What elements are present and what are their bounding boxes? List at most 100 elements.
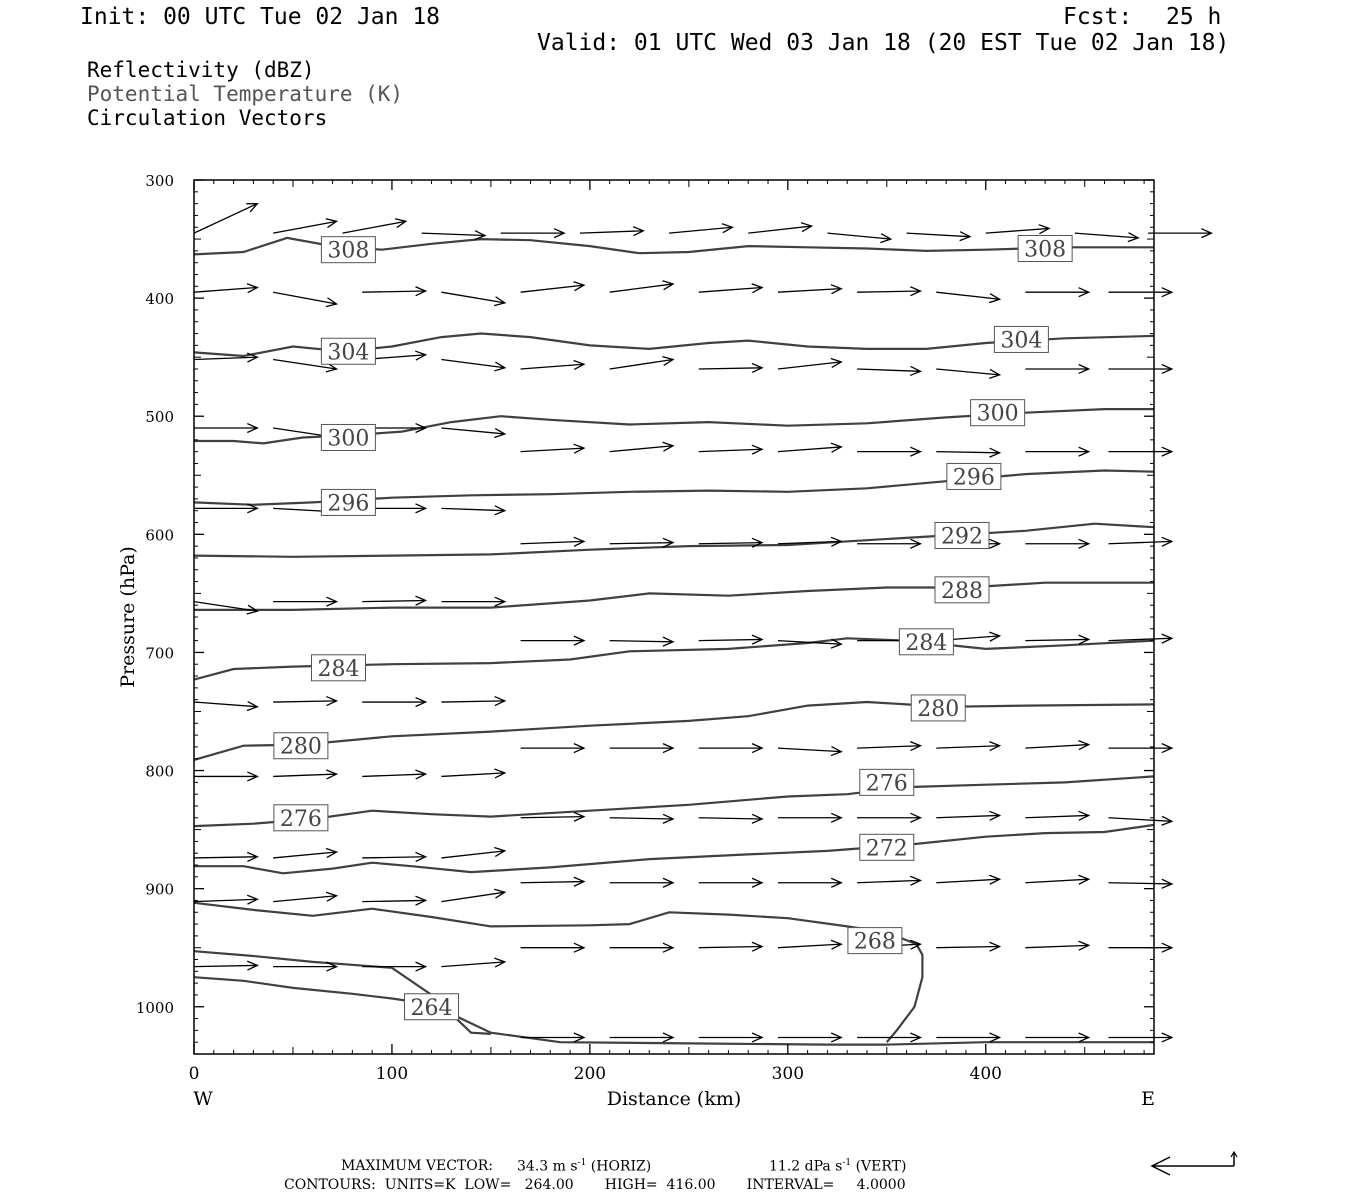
- circulation-vector: [1108, 633, 1174, 644]
- circulation-vector: [936, 741, 1002, 752]
- contour-label-268: 268: [847, 927, 903, 955]
- contour-label-264: 264: [404, 993, 460, 1021]
- circulation-vector: [857, 741, 923, 752]
- svg-text:296: 296: [953, 465, 995, 490]
- x-end-label-east: E: [1141, 1088, 1155, 1110]
- circulation-vector: [520, 536, 586, 547]
- max-vector-vertical: 11.2 dPa s-1 (VERT): [769, 1158, 907, 1175]
- circulation-vector: [441, 291, 507, 307]
- circulation-vector: [985, 224, 1051, 235]
- contour-label-304: 304: [993, 325, 1049, 353]
- circulation-vector: [1108, 942, 1174, 953]
- circulation-vector: [441, 427, 507, 439]
- contour-label-300: 300: [970, 399, 1026, 427]
- legend-reflectivity: Reflectivity (dBZ): [87, 58, 315, 82]
- max-vector-horizontal: 34.3 m s-1 (HORIZ): [517, 1158, 652, 1175]
- circulation-vector: [579, 226, 645, 237]
- circulation-vector: [857, 446, 923, 457]
- circulation-vector: [193, 851, 259, 863]
- svg-text:264: 264: [411, 996, 453, 1021]
- circulation-vector: [520, 1032, 586, 1043]
- contour-label-284: 284: [898, 628, 954, 656]
- contour-label-284: 284: [310, 654, 366, 682]
- circulation-vector: [1108, 287, 1174, 298]
- x-tick-label: 100: [376, 1064, 408, 1084]
- y-tick-label: 300: [145, 172, 174, 190]
- contour-label-288: 288: [934, 576, 990, 604]
- circulation-vector: [609, 280, 675, 293]
- circulation-vector: [777, 536, 843, 547]
- circulation-vector: [1108, 815, 1174, 826]
- circulation-vector: [906, 231, 972, 242]
- y-tick-label: 800: [145, 763, 174, 781]
- contour-label-296: 296: [320, 488, 376, 516]
- svg-text:304: 304: [1000, 328, 1042, 353]
- circulation-vector: [936, 447, 1002, 458]
- legend-potential-temperature: Potential Temperature (K): [87, 82, 404, 106]
- circulation-vector: [194, 771, 259, 782]
- plot-frame: [193, 179, 1155, 1055]
- y-tick-label: 900: [145, 881, 174, 899]
- circulation-vector: [520, 811, 586, 822]
- circulation-vector: [273, 218, 339, 234]
- circulation-vector: [193, 894, 259, 905]
- svg-text:268: 268: [854, 930, 896, 955]
- svg-text:284: 284: [317, 657, 359, 682]
- exponent-vertical: -1: [842, 1158, 852, 1168]
- contour-line-280: [194, 700, 1154, 761]
- contour-line-268: [194, 901, 924, 1043]
- circulation-vector: [441, 888, 507, 903]
- circulation-vector: [1148, 228, 1213, 239]
- init-time: Init: 00 UTC Tue 02 Jan 18: [80, 4, 441, 30]
- circulation-vector: [748, 222, 814, 234]
- contour-label-300: 300: [320, 423, 376, 451]
- circulation-vectors: [193, 202, 1213, 1043]
- svg-text:276: 276: [280, 807, 322, 832]
- circulation-vector: [936, 874, 1002, 885]
- circulation-vector: [441, 957, 507, 968]
- circulation-vector: [1025, 287, 1091, 298]
- circulation-vector: [1025, 810, 1091, 821]
- contour-line-260: [194, 950, 491, 1035]
- contour-labels: 308 308 304 304 300 300 296 296 292 288 284 284 280 2…: [273, 235, 1073, 1021]
- y-tick-label: 500: [145, 408, 174, 426]
- circulation-vector: [857, 365, 923, 377]
- legend-circulation-vectors: Circulation Vectors: [87, 106, 328, 130]
- circulation-vector: [1074, 232, 1140, 243]
- circulation-vector: [193, 601, 259, 615]
- circulation-vector: [827, 232, 893, 244]
- valid-time: Valid: 01 UTC Wed 03 Jan 18 (20 EST Tue …: [537, 30, 1230, 56]
- contour-line-276: [194, 775, 1154, 828]
- circulation-vector: [609, 636, 675, 647]
- circulation-vector: [857, 1032, 923, 1043]
- circulation-vector: [362, 696, 428, 708]
- x-axis-label: Distance (km): [607, 1088, 742, 1110]
- circulation-vector: [857, 286, 923, 297]
- contour-line-284: [194, 637, 1154, 681]
- x-tick-label: 200: [574, 1064, 606, 1084]
- x-tick-label: 300: [772, 1064, 804, 1084]
- max-vector-label: MAXIMUM VECTOR:: [341, 1158, 493, 1174]
- circulation-vector: [273, 769, 339, 780]
- circulation-vector: [698, 743, 764, 754]
- circulation-vector: [1108, 536, 1174, 547]
- reference-vector-icon: [1150, 1150, 1238, 1176]
- contour-line-292: [194, 522, 1154, 558]
- circulation-vector: [1108, 446, 1174, 457]
- circulation-vector: [936, 291, 1002, 304]
- circulation-vector: [936, 810, 1002, 821]
- circulation-vector: [609, 743, 675, 754]
- circulation-vector: [193, 352, 259, 363]
- y-axis-label: Pressure (hPa): [117, 546, 139, 688]
- contour-label-280: 280: [910, 694, 966, 722]
- contour-label-292: 292: [934, 522, 990, 550]
- x-tick-label: 400: [970, 1064, 1002, 1084]
- circulation-vector: [1025, 634, 1091, 645]
- circulation-vector: [520, 876, 586, 887]
- circulation-vector: [1025, 940, 1091, 951]
- circulation-vector: [936, 368, 1002, 380]
- circulation-vector: [777, 638, 843, 649]
- circulation-vector: [609, 537, 675, 548]
- x-end-label-west: W: [193, 1088, 213, 1110]
